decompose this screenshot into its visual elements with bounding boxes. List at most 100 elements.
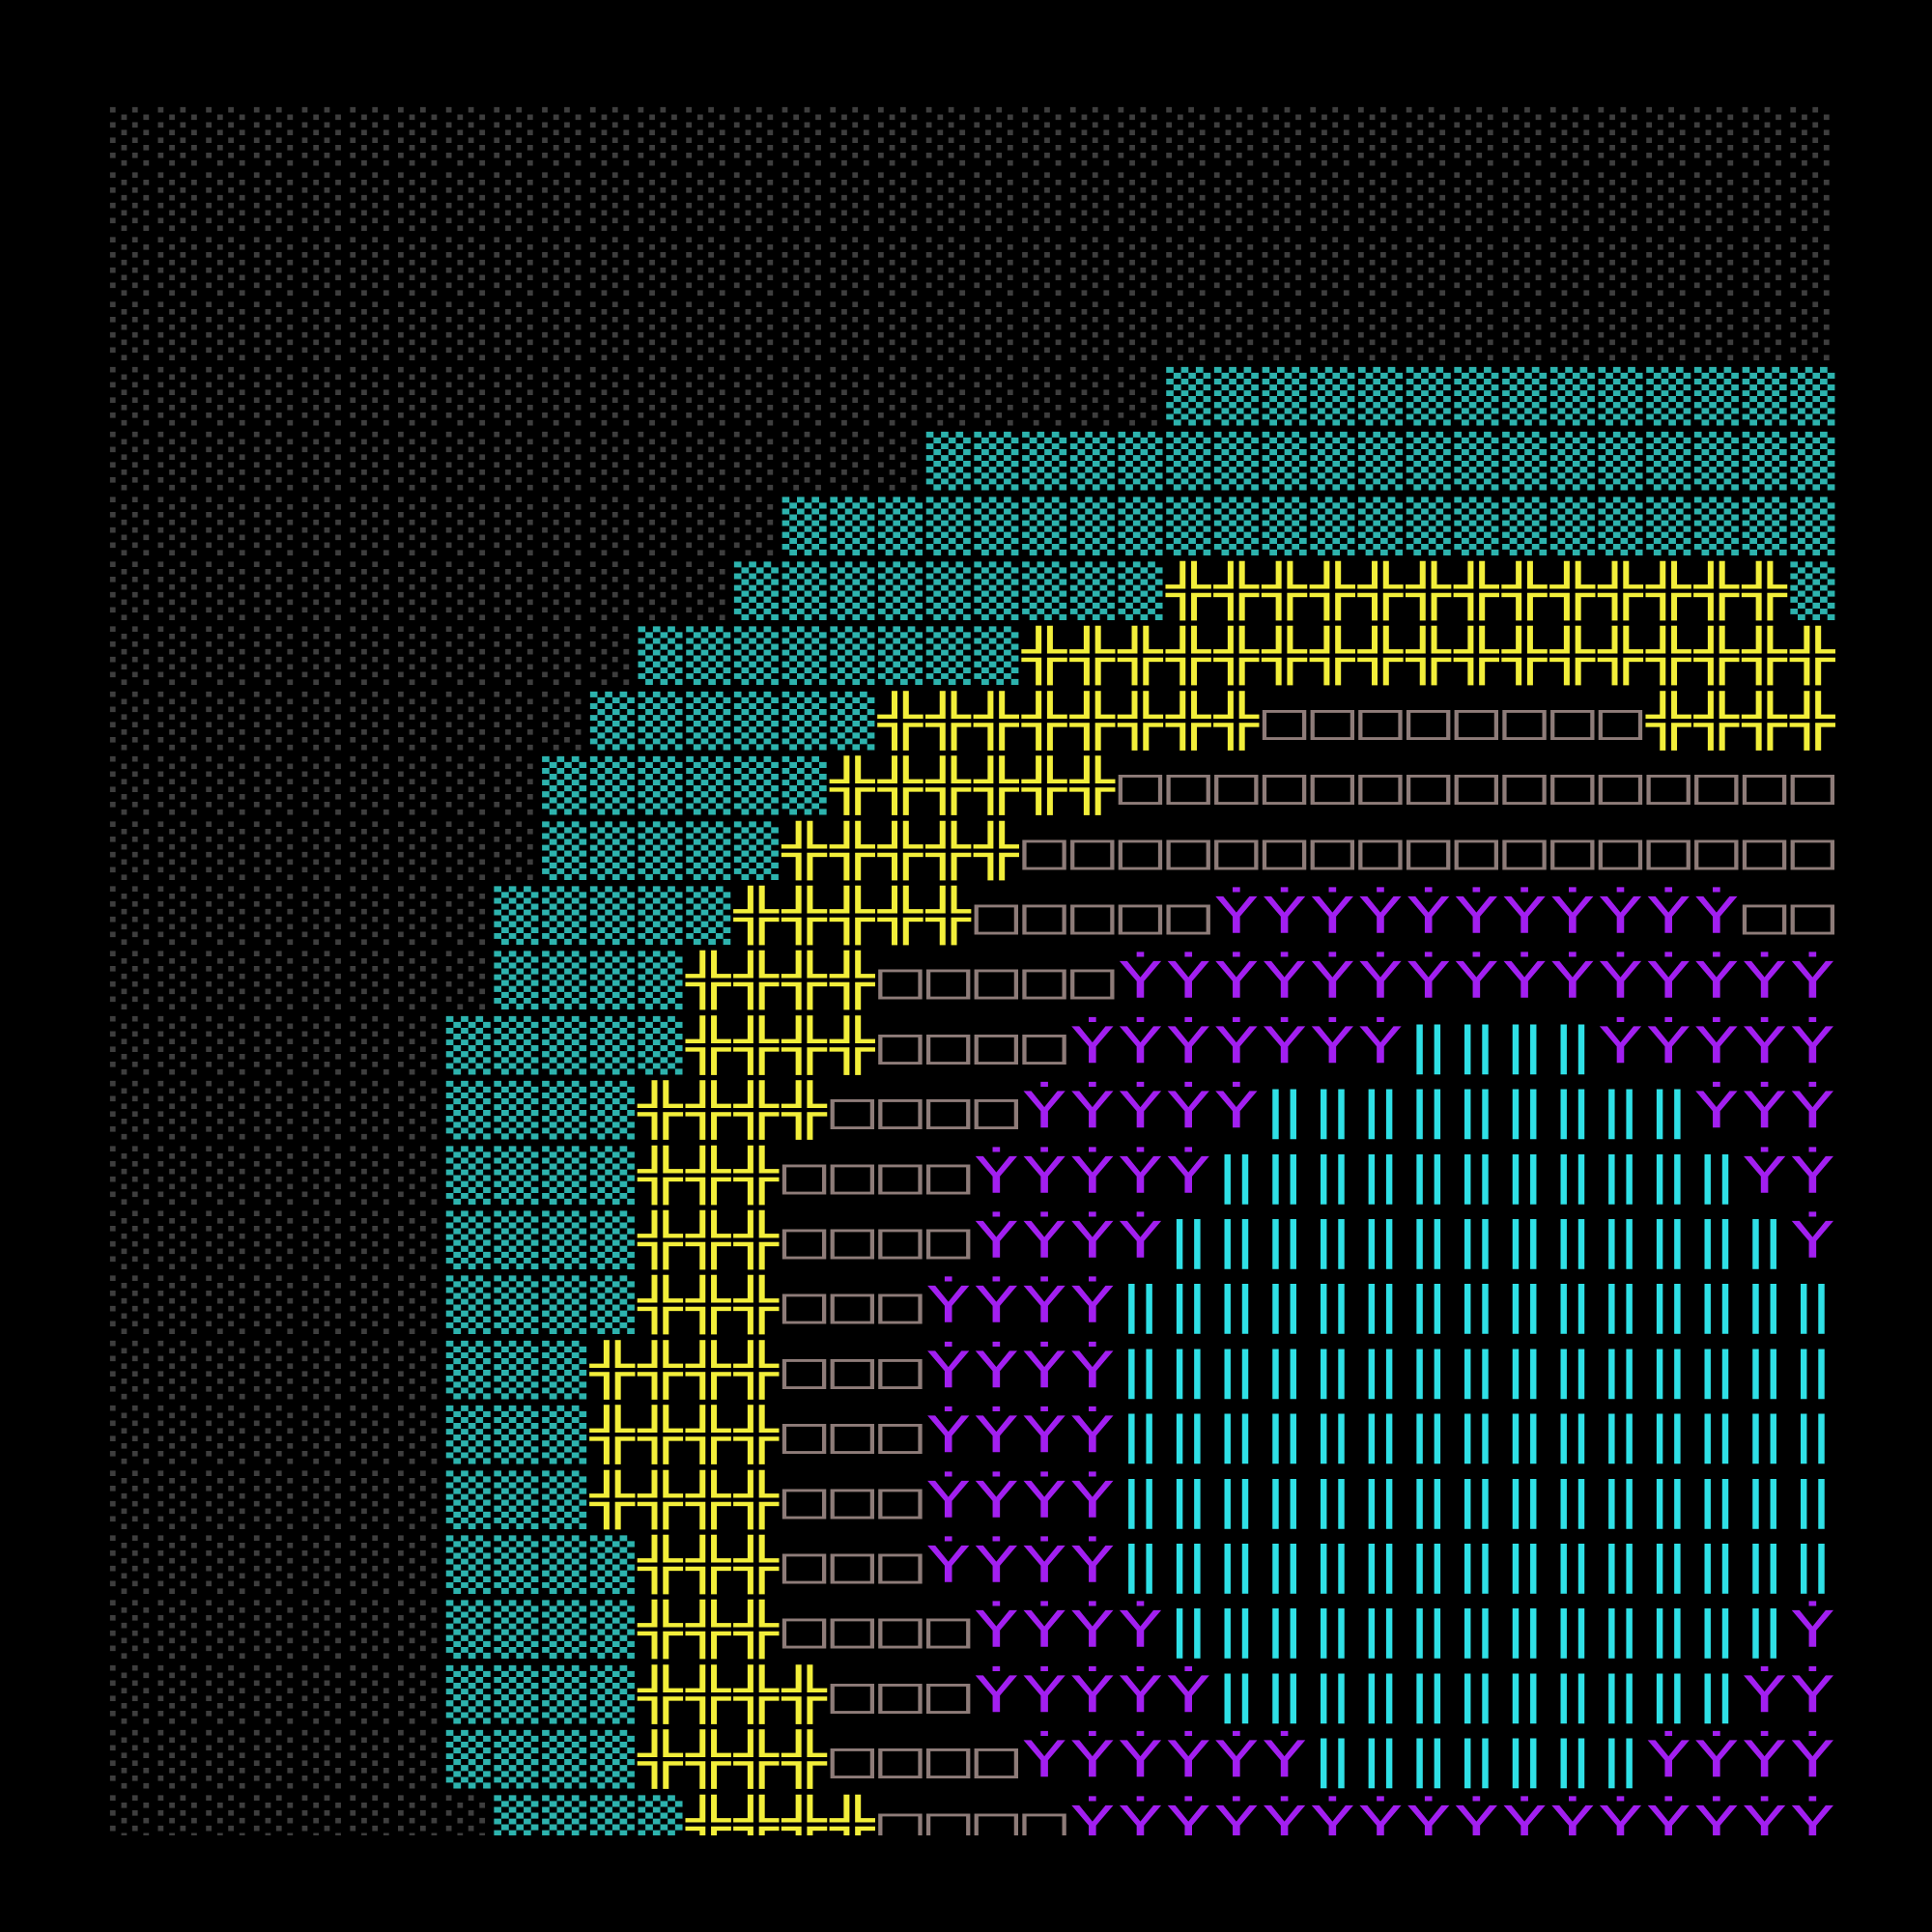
map-cell: ░ xyxy=(110,1664,155,1723)
map-cell: ‖ xyxy=(1406,1406,1451,1463)
map-cell: ╬ xyxy=(733,1729,780,1790)
map-cell: Ẏ xyxy=(1263,1795,1307,1854)
map-cell: Ẏ xyxy=(1166,1795,1210,1854)
map-cell: Ẏ xyxy=(974,1275,1018,1334)
map-cell: ░ xyxy=(398,951,442,1009)
map-cell: ▒ xyxy=(1694,432,1740,491)
map-cell: ╬ xyxy=(1501,625,1548,686)
map-cell: Ẏ xyxy=(1790,1730,1834,1789)
map-cell: ░ xyxy=(542,626,586,685)
map-cell: ▒ xyxy=(446,1730,492,1789)
map-cell: ░ xyxy=(254,1015,298,1074)
map-view: ░░░░░░░░░░░░░░░░░░░░░░░░░░░░░░░░░░░░░░░░… xyxy=(110,107,1835,1855)
map-cell: □ xyxy=(1599,822,1644,880)
map-cell: ░ xyxy=(254,1210,298,1269)
map-cell: ▒ xyxy=(1694,497,1740,555)
map-cell: ‖ xyxy=(1406,1665,1451,1723)
map-cell: ░ xyxy=(639,366,683,425)
map-cell: ▒ xyxy=(686,756,731,815)
map-cell: ‖ xyxy=(1214,1536,1259,1594)
map-cell: Ẏ xyxy=(974,1600,1018,1659)
map-cell: Ẏ xyxy=(974,1664,1018,1723)
map-cell: □ xyxy=(878,1147,923,1205)
map-cell: ░ xyxy=(302,1210,347,1269)
map-cell: ▒ xyxy=(542,951,587,1009)
map-cell: ░ xyxy=(206,366,250,425)
map-cell: ╬ xyxy=(733,1145,780,1206)
map-cell: ░ xyxy=(494,172,538,231)
map-cell: ▒ xyxy=(734,756,780,815)
map-cell: ░ xyxy=(206,886,250,945)
map-cell: ╬ xyxy=(829,885,875,946)
map-cell: ╬ xyxy=(829,820,875,881)
map-cell: Ẏ xyxy=(1214,1730,1259,1789)
map-cell: ░ xyxy=(1119,301,1163,360)
map-cell: ░ xyxy=(494,821,538,880)
map-cell: ‖ xyxy=(1310,1536,1354,1594)
map-cell: Ẏ xyxy=(1022,1340,1066,1399)
map-cell: ╬ xyxy=(733,1664,780,1725)
map-cell: Ẏ xyxy=(1550,951,1595,1009)
map-cell: ▒ xyxy=(1166,432,1211,491)
map-cell: ╬ xyxy=(1069,625,1116,686)
map-cell: Ẏ xyxy=(1454,1795,1498,1854)
map-cell: ‖ xyxy=(1646,1341,1690,1399)
map-cell: ▒ xyxy=(639,821,684,880)
map-cell: ‖ xyxy=(1646,1081,1690,1139)
map-cell: ▒ xyxy=(639,626,684,685)
map-cell: Ẏ xyxy=(1214,1795,1259,1854)
map-cell: ▒ xyxy=(494,1275,539,1334)
map-cell: ░ xyxy=(974,237,1018,296)
map-cell: □ xyxy=(1599,756,1644,814)
map-cell: ▒ xyxy=(446,1015,492,1074)
map-cell: ╬ xyxy=(1741,560,1787,621)
map-cell: ‖ xyxy=(1358,1276,1403,1334)
map-cell: □ xyxy=(1743,756,1788,814)
map-cell: ╬ xyxy=(1021,755,1067,816)
map-cell: ▒ xyxy=(446,1535,492,1594)
map-cell: ╬ xyxy=(781,1080,827,1141)
map-cell: Ẏ xyxy=(1119,1210,1163,1269)
map-cell: ‖ xyxy=(1743,1471,1787,1529)
map-cell: □ xyxy=(926,1211,972,1269)
map-cell: ░ xyxy=(446,691,491,750)
map-cell: ╬ xyxy=(1213,625,1260,686)
map-cell: ░ xyxy=(1070,366,1115,425)
map-cell: ░ xyxy=(1166,107,1210,166)
map-cell: ░ xyxy=(254,237,298,296)
map-cell: ░ xyxy=(302,366,347,425)
map-cell: ░ xyxy=(639,107,683,166)
map-cell: ▒ xyxy=(542,756,587,815)
map-row: ░░░░░░░░▒▒▒▒╬╬╬╬□□□□ẎẎẎẎẎẎẎẎẎẎẎẎẎẎẎẎ xyxy=(110,1794,1835,1855)
map-cell: ▒ xyxy=(1214,432,1260,491)
map-cell: ╬ xyxy=(1213,560,1260,621)
map-cell: ╬ xyxy=(637,1469,683,1530)
map-cell: ╬ xyxy=(733,885,780,946)
map-cell: □ xyxy=(1022,1796,1067,1854)
map-cell: Ẏ xyxy=(1406,886,1451,945)
map-cell: ░ xyxy=(1694,237,1739,296)
map-cell: ░ xyxy=(158,1015,203,1074)
map-cell: Ẏ xyxy=(974,1406,1018,1464)
map-cell: ▒ xyxy=(1646,366,1691,425)
map-cell: ╬ xyxy=(637,1080,683,1141)
map-cell: ░ xyxy=(1599,107,1643,166)
map-cell: ╬ xyxy=(1357,560,1404,621)
map-cell: ░ xyxy=(1646,107,1690,166)
map-cell: □ xyxy=(974,1730,1019,1788)
map-cell: ▒ xyxy=(1406,366,1452,425)
map-cell: ░ xyxy=(1406,172,1451,231)
map-cell: ▒ xyxy=(1454,432,1499,491)
map-cell: ▒ xyxy=(542,1730,587,1789)
map-row: ░░░░░░░░░░▒▒▒▒▒▒╬╬╬╬╬╬╬╬□□□□□□□□╬╬╬╬ xyxy=(110,691,1835,752)
map-cell: ░ xyxy=(542,691,586,750)
map-cell: ‖ xyxy=(1406,1341,1451,1399)
map-cell: ‖ xyxy=(1310,1211,1354,1269)
map-cell: ▒ xyxy=(1502,366,1548,425)
map-cell: ░ xyxy=(494,756,538,815)
map-cell: ░ xyxy=(302,691,347,750)
map-cell: ░ xyxy=(206,1081,250,1140)
map-cell: ░ xyxy=(254,107,298,166)
map-cell: Ẏ xyxy=(1263,1015,1307,1074)
